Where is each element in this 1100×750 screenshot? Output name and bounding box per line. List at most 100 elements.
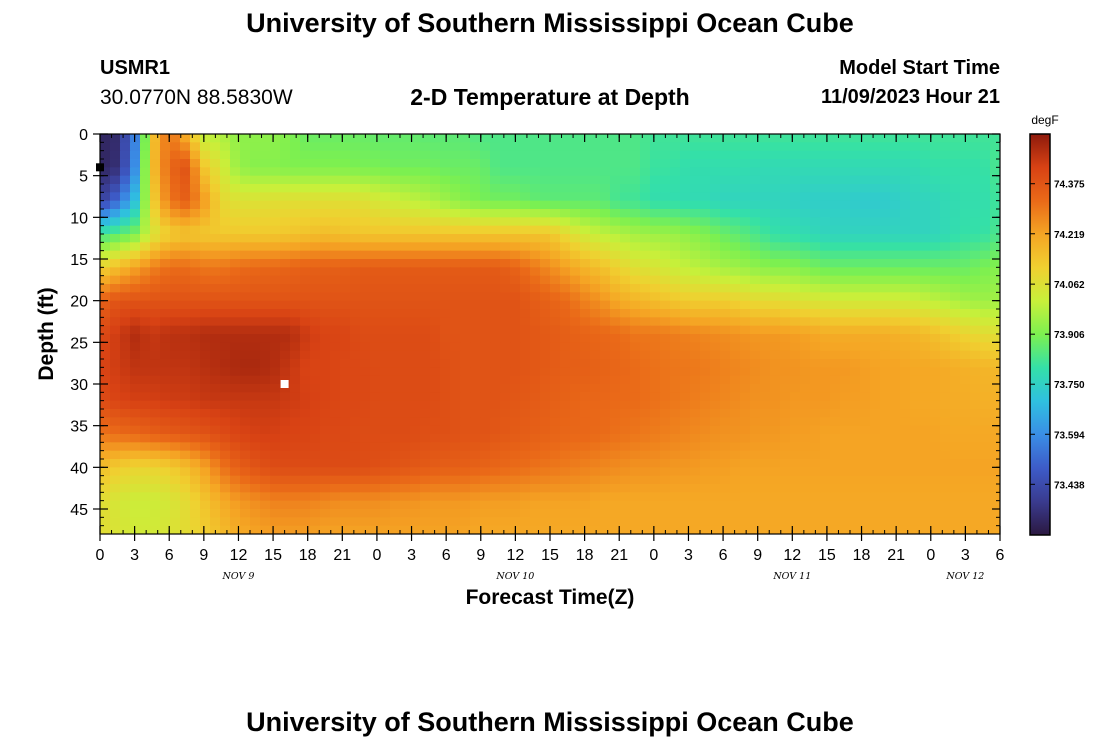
heatmap-cell: [470, 334, 481, 343]
heatmap-cell: [540, 442, 551, 452]
heatmap-cell: [950, 259, 961, 268]
y-tick-label: 15: [70, 252, 88, 269]
heatmap-cell: [890, 284, 901, 293]
heatmap-cell: [950, 384, 961, 393]
heatmap-cell: [570, 275, 581, 285]
heatmap-cell: [730, 134, 741, 143]
heatmap-cell: [870, 275, 881, 285]
heatmap-cell: [320, 334, 331, 343]
heatmap-cell: [230, 484, 241, 493]
heatmap-cell: [520, 409, 531, 418]
heatmap-cell: [850, 375, 861, 385]
heatmap-cell: [450, 234, 461, 243]
heatmap-cell: [140, 167, 151, 177]
heatmap-cell: [580, 375, 591, 385]
heatmap-cell: [330, 492, 341, 502]
heatmap-cell: [110, 284, 121, 293]
heatmap-cell: [820, 284, 831, 293]
heatmap-cell: [490, 159, 501, 168]
heatmap-cell: [630, 500, 641, 510]
heatmap-cell: [980, 217, 991, 227]
heatmap-cell: [770, 375, 781, 385]
heatmap-cell: [160, 192, 171, 202]
heatmap-cell: [510, 209, 521, 218]
heatmap-cell: [270, 284, 281, 293]
heatmap-cell: [600, 167, 611, 177]
heatmap-cell: [340, 359, 351, 368]
heatmap-cell: [830, 192, 841, 202]
heatmap-cell: [850, 134, 861, 143]
heatmap-cell: [960, 200, 971, 210]
heatmap-cell: [290, 325, 301, 335]
heatmap-cell: [570, 367, 581, 377]
heatmap-cell: [130, 259, 141, 268]
heatmap-cell: [330, 175, 341, 185]
heatmap-cell: [750, 434, 761, 443]
heatmap-cell: [610, 450, 621, 460]
heatmap-cell: [150, 134, 161, 143]
heatmap-cell: [150, 259, 161, 268]
heatmap-cell: [960, 500, 971, 510]
heatmap-cell: [410, 334, 421, 343]
heatmap-cell: [150, 167, 161, 177]
heatmap-cell: [920, 275, 931, 285]
heatmap-cell: [410, 492, 421, 502]
heatmap-cell: [130, 325, 141, 335]
heatmap-cell: [740, 509, 751, 518]
heatmap-cell: [510, 300, 521, 310]
heatmap-cell: [400, 259, 411, 268]
heatmap-cell: [830, 334, 841, 343]
heatmap-cell: [720, 484, 731, 493]
heatmap-cell: [680, 200, 691, 210]
heatmap-cell: [200, 184, 211, 193]
heatmap-cell: [750, 517, 761, 527]
heatmap-cell: [270, 492, 281, 502]
heatmap-cell: [120, 225, 131, 235]
heatmap-cell: [970, 459, 981, 468]
heatmap-cell: [830, 184, 841, 193]
heatmap-cell: [430, 367, 441, 377]
heatmap-cell: [760, 200, 771, 210]
heatmap-cell: [970, 509, 981, 518]
heatmap-cell: [820, 242, 831, 252]
heatmap-cell: [170, 300, 181, 310]
heatmap-cell: [530, 450, 541, 460]
heatmap-cell: [700, 142, 711, 152]
heatmap-cell: [900, 342, 911, 352]
heatmap-cell: [850, 275, 861, 285]
heatmap-cell: [700, 150, 711, 160]
heatmap-cell: [570, 467, 581, 477]
heatmap-cell: [120, 200, 131, 210]
heatmap-cell: [510, 217, 521, 227]
heatmap-cell: [260, 275, 271, 285]
heatmap-cell: [370, 217, 381, 227]
heatmap-cell: [270, 250, 281, 260]
heatmap-cell: [500, 509, 511, 518]
heatmap-cell: [330, 442, 341, 452]
heatmap-cell: [670, 342, 681, 352]
heatmap-cell: [740, 425, 751, 435]
heatmap-cell: [650, 250, 661, 260]
heatmap-cell: [570, 392, 581, 402]
heatmap-cell: [420, 434, 431, 443]
heatmap-cell: [300, 492, 311, 502]
heatmap-cell: [710, 342, 721, 352]
heatmap-cell: [820, 367, 831, 377]
heatmap-cell: [630, 434, 641, 443]
heatmap-cell: [900, 350, 911, 360]
heatmap-cell: [410, 484, 421, 493]
heatmap-cell: [960, 517, 971, 527]
heatmap-cell: [180, 459, 191, 468]
heatmap-cell: [610, 375, 621, 385]
heatmap-cell: [570, 325, 581, 335]
heatmap-cell: [540, 467, 551, 477]
heatmap-cell: [830, 500, 841, 510]
heatmap-cell: [920, 442, 931, 452]
heatmap-cell: [580, 342, 591, 352]
heatmap-cell: [830, 392, 841, 402]
heatmap-cell: [970, 475, 981, 485]
heatmap-cell: [590, 409, 601, 418]
heatmap-cell: [700, 192, 711, 202]
heatmap-cell: [790, 200, 801, 210]
heatmap-cell: [110, 484, 121, 493]
